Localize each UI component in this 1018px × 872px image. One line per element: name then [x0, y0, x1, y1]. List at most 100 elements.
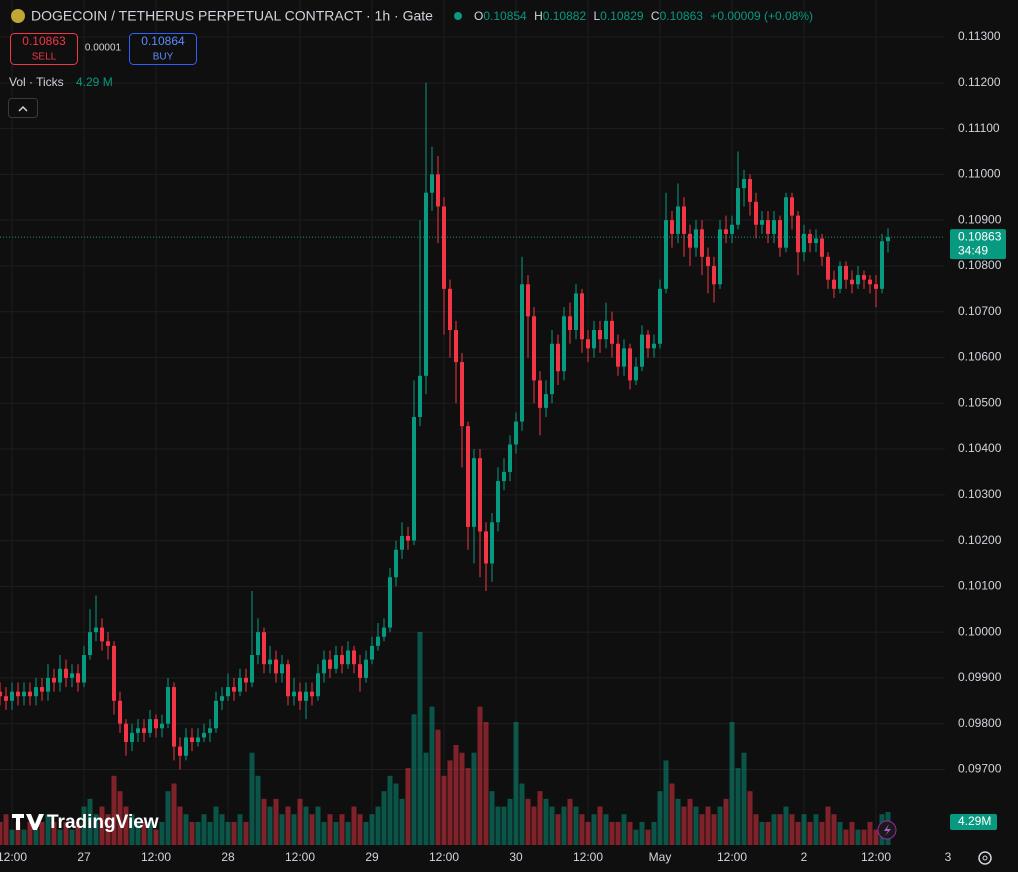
volume-bar — [105, 814, 111, 845]
candle-body — [88, 632, 92, 656]
candle-body — [304, 691, 308, 701]
volume-bar — [225, 821, 231, 845]
candle-body — [334, 655, 338, 669]
candle-body — [316, 673, 320, 697]
volume-bar — [231, 821, 237, 845]
alert-icon[interactable] — [884, 824, 891, 836]
volume-bar — [327, 814, 333, 845]
volume-bar — [63, 821, 69, 845]
candle-body — [172, 687, 176, 747]
volume-bar — [453, 745, 459, 845]
candle-body — [580, 293, 584, 340]
candle-body — [766, 220, 770, 234]
candle-body — [724, 229, 728, 234]
volume-bar — [819, 821, 825, 845]
volume-bar — [219, 814, 225, 845]
candle-body — [676, 206, 680, 234]
candle-body — [586, 339, 590, 349]
candle-body — [424, 192, 428, 376]
candle-body — [178, 746, 182, 756]
volume-bar — [183, 814, 189, 845]
candle-body — [0, 691, 2, 697]
x-tick-label: 12:00 — [717, 850, 747, 864]
x-tick-label: 12:00 — [573, 850, 603, 864]
plot — [0, 0, 945, 845]
y-tick-label: 0.09800 — [958, 716, 1002, 730]
volume-bar — [57, 829, 63, 845]
candle-body — [370, 645, 374, 660]
x-tick-label: 27 — [77, 850, 91, 864]
candle-body — [544, 394, 548, 408]
price-axis — [945, 0, 1018, 872]
volume-bar — [675, 798, 681, 845]
settings-icon[interactable] — [978, 851, 992, 865]
volume-bar — [663, 760, 669, 845]
candle-body — [814, 238, 818, 244]
volume-bar — [459, 752, 465, 845]
candle-body — [514, 421, 518, 445]
coin-icon — [11, 9, 25, 23]
buy-label[interactable]: BUY — [153, 52, 174, 63]
candle-body — [70, 673, 74, 678]
volume-bar — [573, 806, 579, 845]
volume-bar — [555, 814, 561, 845]
collapse-button[interactable] — [8, 98, 38, 118]
buy-button[interactable]: 0.10864 BUY — [129, 33, 197, 65]
alert-button[interactable] — [877, 820, 897, 840]
volume-bar — [81, 806, 87, 845]
candle-body — [46, 677, 50, 692]
volume-bar — [537, 791, 543, 845]
volume-bar — [279, 814, 285, 845]
sell-label[interactable]: SELL — [32, 52, 57, 63]
volume-bar — [309, 814, 315, 845]
volume-bar — [831, 814, 837, 845]
candle-body — [160, 723, 164, 729]
volume-bar — [711, 814, 717, 845]
candle-body — [442, 206, 446, 289]
candle-body — [274, 659, 278, 674]
candle-body — [376, 636, 380, 646]
candle-body — [82, 655, 86, 683]
candle-body — [112, 645, 116, 701]
volume-bar — [765, 821, 771, 845]
candle-body — [526, 284, 530, 317]
candle-body — [118, 700, 122, 724]
y-tick-label: 0.10800 — [958, 258, 1002, 272]
volume-bar — [585, 821, 591, 845]
volume-bar — [147, 821, 153, 845]
settings-button[interactable] — [978, 851, 992, 865]
candle-body — [244, 677, 248, 683]
candle-body — [706, 256, 710, 266]
volume-indicator-label: Vol · Ticks — [9, 75, 64, 89]
volume-bar — [687, 798, 693, 845]
buy-box[interactable] — [129, 33, 197, 65]
candle-body — [412, 417, 416, 541]
sell-button[interactable]: 0.10863 SELL — [10, 33, 78, 65]
volume-bar — [861, 829, 867, 845]
last-price-label: 0.10863 — [958, 229, 1002, 243]
candle-body — [124, 723, 128, 743]
volume-bar — [237, 814, 243, 845]
settings-icon-center[interactable] — [982, 855, 988, 861]
ohlc-value: 0.10863 — [660, 9, 704, 23]
y-tick-label: 0.10700 — [958, 304, 1002, 318]
volume-bar — [345, 821, 351, 845]
candle-body — [232, 687, 236, 692]
candle-body — [310, 691, 314, 697]
candle-body — [76, 673, 80, 683]
volume-bar — [267, 806, 273, 845]
sell-price[interactable]: 0.10863 — [22, 34, 66, 48]
volume-bar — [261, 798, 267, 845]
candle-body — [184, 737, 188, 756]
ohlc-label: C — [651, 9, 660, 23]
sell-box[interactable] — [10, 33, 78, 65]
logo-mark — [12, 814, 44, 830]
candle-body — [208, 728, 212, 733]
buy-price[interactable]: 0.10864 — [141, 34, 185, 48]
volume-bar — [129, 814, 135, 845]
candle-body — [34, 687, 38, 697]
collapse-icon[interactable] — [18, 105, 28, 112]
volume-bar — [795, 821, 801, 845]
volume-bar — [303, 806, 309, 845]
volume-bar — [69, 829, 75, 845]
